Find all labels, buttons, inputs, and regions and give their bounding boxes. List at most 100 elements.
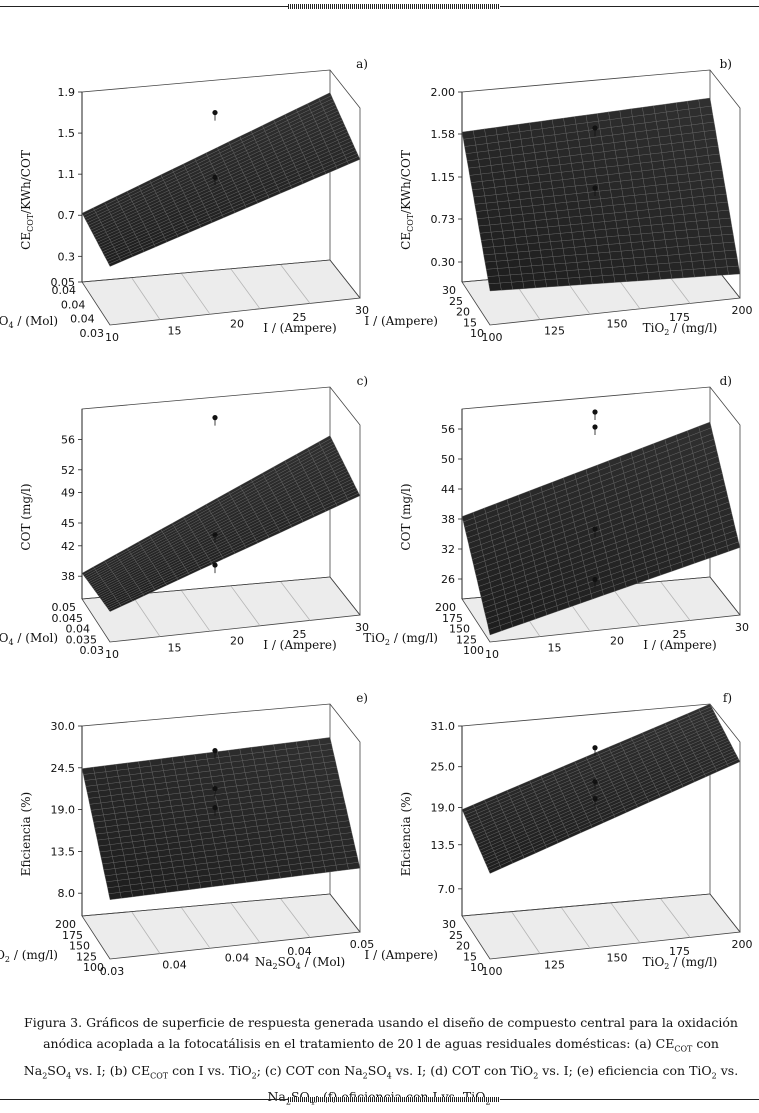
surface-cell xyxy=(572,169,586,179)
surface-cell xyxy=(519,265,534,275)
surface-cell xyxy=(295,740,310,748)
surface-cell xyxy=(698,163,712,173)
surface-cell xyxy=(577,199,591,209)
surface-cell xyxy=(493,178,507,188)
surface-cell xyxy=(512,221,526,231)
surface-cell xyxy=(646,129,660,139)
surface-cell xyxy=(608,243,622,253)
surface-cell xyxy=(547,157,561,167)
floor-contour xyxy=(131,277,161,320)
surface-cell xyxy=(576,261,590,270)
surface-cell xyxy=(706,145,720,156)
right-axis-label: TiO2 / (mg/l) xyxy=(643,955,718,971)
surface-cell xyxy=(497,267,511,276)
surface-cell xyxy=(651,160,665,170)
surface-cell xyxy=(602,142,616,152)
surface-cell xyxy=(674,229,689,239)
surface-cell xyxy=(707,153,722,164)
z-tick-label: 25.0 xyxy=(431,761,456,774)
left-axis-tick: 30 xyxy=(442,918,456,931)
z-tick-label: 13.5 xyxy=(431,839,456,852)
surface-cell xyxy=(559,163,573,173)
surface-cell xyxy=(664,102,678,113)
surface-cell xyxy=(574,246,588,255)
surface-cell xyxy=(549,172,563,182)
surface-cell xyxy=(680,261,694,271)
chart-a: 1.91.51.10.70.30.05CECOT/KWh/COT0.040.04… xyxy=(0,57,369,344)
surface-cell xyxy=(709,161,723,172)
surface-cell xyxy=(494,185,508,195)
surface-cell xyxy=(624,273,638,282)
surface-cell xyxy=(540,119,554,129)
surface-cell xyxy=(616,227,631,236)
surface-cell xyxy=(562,247,576,256)
design-point xyxy=(592,576,598,583)
surface-cell xyxy=(589,136,603,146)
panel-label: c) xyxy=(357,374,368,388)
surface-cell xyxy=(666,182,680,192)
surface-cell xyxy=(640,232,655,242)
z-tick-label: 1.1 xyxy=(58,168,76,181)
floor-contour xyxy=(280,264,311,304)
surface-cell xyxy=(553,194,567,204)
surface-cell xyxy=(579,276,593,285)
surface-cell xyxy=(578,207,593,217)
surface-cell xyxy=(614,148,629,159)
z-tick-label: 49 xyxy=(61,487,75,500)
panel-label: a) xyxy=(356,57,368,71)
surface-cell xyxy=(470,181,484,190)
surface-cell xyxy=(521,273,535,282)
surface-cell xyxy=(588,260,602,270)
surface-cell xyxy=(624,202,638,212)
design-point xyxy=(592,185,598,191)
right-axis-tick: 20 xyxy=(230,635,244,648)
surface-cell xyxy=(608,110,622,120)
surface-cell xyxy=(697,227,711,237)
back-floor-edge xyxy=(81,893,331,917)
surface-cell xyxy=(594,166,609,177)
surface-cell xyxy=(626,218,641,228)
surface-cell xyxy=(676,237,690,247)
z-tick-label: 52 xyxy=(61,464,75,477)
surface-cell xyxy=(724,249,738,259)
surface-cell xyxy=(647,136,661,147)
surface-cell xyxy=(534,219,549,229)
surface-cell xyxy=(502,229,516,239)
z-axis-label: COT (mg/l) xyxy=(399,483,413,550)
design-point xyxy=(212,109,218,116)
surface-cell xyxy=(637,146,651,156)
surface-cell xyxy=(596,174,610,184)
surface-cell xyxy=(602,274,616,284)
right-axis-label: I / (Ampere) xyxy=(263,321,336,335)
right-axis-label: I / (Ampere) xyxy=(643,638,716,652)
surface-cell xyxy=(563,185,577,195)
surface-cell xyxy=(692,131,706,141)
surface-cell xyxy=(517,250,531,260)
surface-cell xyxy=(538,241,552,251)
left-axis-tick: 30 xyxy=(442,284,456,297)
surface-cell xyxy=(149,758,163,767)
surface-cell xyxy=(661,151,675,161)
left-axis-tick: 100 xyxy=(463,644,484,657)
surface-cell xyxy=(653,239,667,249)
surface-cell xyxy=(504,244,518,254)
surface-cell xyxy=(565,262,579,271)
z-tick-label: 24.5 xyxy=(51,762,76,775)
surface-cell xyxy=(555,270,569,280)
surface-cell xyxy=(499,282,513,291)
surface-cell xyxy=(510,214,525,223)
right-axis-tick: 0.04 xyxy=(287,945,312,958)
surface-cell xyxy=(493,245,507,255)
panel-label: e) xyxy=(356,691,368,705)
surface-cell xyxy=(594,229,608,238)
surface-cell xyxy=(630,107,644,117)
right-axis-tick: 175 xyxy=(669,311,690,324)
z-tick-label: 0.30 xyxy=(431,256,456,269)
surface-cell xyxy=(669,198,683,208)
surface-cell xyxy=(712,250,727,260)
surface-cell xyxy=(528,249,542,259)
left-axis-tick: 0.04 xyxy=(52,284,77,297)
surface-cell xyxy=(499,215,513,224)
surface-cell xyxy=(494,252,508,262)
floor-contour xyxy=(280,581,311,621)
